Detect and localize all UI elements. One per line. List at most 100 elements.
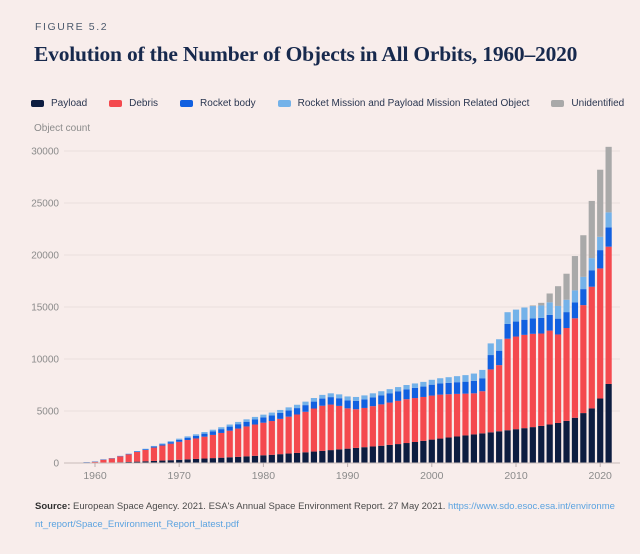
bar-segment-2013 (538, 305, 545, 318)
bar-segment-1974 (209, 434, 216, 459)
legend-item-payload: Payload (31, 98, 87, 109)
legend-label-rocket-body: Rocket body (200, 98, 256, 109)
bar-segment-2019 (588, 200, 595, 259)
bar-segment-2017 (571, 256, 579, 291)
bar-segment-1972 (192, 458, 200, 463)
bar-segment-1998 (411, 441, 419, 463)
bar-1972 (192, 434, 200, 463)
bar-segment-1980 (260, 414, 267, 418)
bar-segment-2012 (529, 306, 536, 319)
bar-segment-1977 (235, 424, 242, 429)
bar-segment-1972 (192, 435, 200, 439)
bar-segment-2015 (555, 318, 562, 335)
bar-segment-2011 (521, 428, 528, 463)
bar-segment-1991 (352, 409, 360, 448)
bar-segment-2014 (546, 424, 553, 463)
bar-segment-2016 (563, 299, 570, 313)
bar-segment-2010 (512, 309, 520, 322)
bar-segment-2019 (588, 408, 595, 463)
bar-segment-2014 (546, 314, 553, 331)
bar-2002 (445, 377, 452, 463)
bar-segment-2013 (538, 425, 545, 463)
bar-segment-2002 (445, 437, 452, 463)
bar-segment-1968 (159, 445, 166, 461)
bar-segment-1989 (336, 449, 343, 463)
legend-swatch-debris (109, 100, 123, 107)
bar-segment-2014 (546, 293, 553, 303)
source-link[interactable]: https://www.sdo.esoc.esa.int/environment… (35, 501, 615, 530)
bar-segment-1985 (302, 452, 309, 463)
bar-segment-2004 (462, 435, 469, 463)
bar-segment-1973 (201, 458, 208, 463)
bar-segment-2011 (521, 334, 528, 429)
bar-segment-1985 (302, 401, 309, 406)
legend-label-mission-related: Rocket Mission and Payload Mission Relat… (297, 98, 530, 109)
figure-title: Evolution of the Number of Objects in Al… (34, 42, 578, 66)
bar-segment-1995 (386, 389, 393, 394)
bar-2017 (571, 256, 579, 463)
bar-segment-1996 (395, 391, 402, 401)
bar-segment-2020 (597, 250, 604, 269)
bar-segment-1977 (235, 428, 242, 457)
bar-segment-1982 (277, 418, 284, 455)
x-tick-label-1990: 1990 (336, 470, 360, 482)
bar-segment-2009 (504, 312, 511, 324)
bar-segment-2010 (512, 321, 520, 337)
bar-segment-1997 (403, 399, 410, 444)
bar-segment-1971 (184, 459, 191, 463)
bar-segment-2013 (538, 302, 545, 306)
bar-segment-1977 (235, 456, 242, 463)
bar-segment-2019 (588, 258, 595, 271)
legend-item-rocket-body: Rocket body (180, 98, 256, 109)
bar-1976 (226, 424, 233, 463)
bar-segment-2007 (487, 343, 494, 356)
bar-segment-1999 (420, 381, 427, 387)
bar-segment-1960 (91, 461, 99, 463)
bar-segment-2006 (479, 391, 486, 434)
bar-segment-2005 (470, 393, 477, 435)
bar-segment-2005 (470, 380, 477, 394)
bar-segment-1966 (142, 461, 149, 463)
bar-segment-1978 (243, 426, 250, 457)
bar-segment-1998 (411, 398, 419, 442)
bar-segment-2013 (538, 317, 545, 334)
bar-segment-2014 (546, 302, 553, 315)
x-tick-label-1960: 1960 (83, 470, 107, 482)
bar-segment-1983 (285, 410, 292, 417)
bar-segment-1989 (336, 398, 343, 406)
x-tick-label-2000: 2000 (420, 470, 444, 482)
bar-segment-1961 (100, 459, 107, 463)
bar-segment-1971 (184, 440, 191, 460)
bar-segment-2004 (462, 393, 469, 436)
bar-1996 (395, 387, 402, 463)
bar-segment-1986 (310, 408, 318, 452)
bar-segment-1963 (117, 456, 124, 463)
bar-segment-1994 (378, 395, 385, 405)
bar-segment-2008 (496, 339, 503, 351)
bar-segment-1989 (336, 405, 343, 450)
bar-segment-1987 (319, 405, 326, 451)
bar-1980 (260, 414, 267, 463)
bar-segment-1992 (361, 407, 368, 448)
bar-segment-1978 (243, 421, 250, 427)
bar-segment-2020 (597, 236, 604, 251)
bar-segment-1988 (327, 393, 334, 398)
y-tick-label-20000: 20000 (31, 251, 59, 262)
bar-segment-1979 (251, 419, 259, 425)
x-tick-label-1980: 1980 (252, 470, 276, 482)
bar-segment-1991 (352, 400, 360, 410)
bar-segment-1969 (167, 441, 174, 443)
bar-1975 (218, 427, 225, 463)
bar-1965 (134, 451, 141, 463)
bar-segment-1968 (159, 444, 166, 446)
bar-segment-1975 (218, 427, 225, 430)
bar-segment-1970 (176, 441, 183, 460)
bar-2005 (470, 373, 477, 463)
bar-1985 (302, 401, 309, 463)
bar-1981 (268, 412, 275, 463)
bar-segment-2021 (605, 383, 612, 463)
bar-segment-1964 (125, 461, 132, 463)
bar-segment-1993 (369, 397, 376, 407)
bar-2012 (529, 305, 536, 463)
bar-segment-2015 (555, 286, 562, 306)
